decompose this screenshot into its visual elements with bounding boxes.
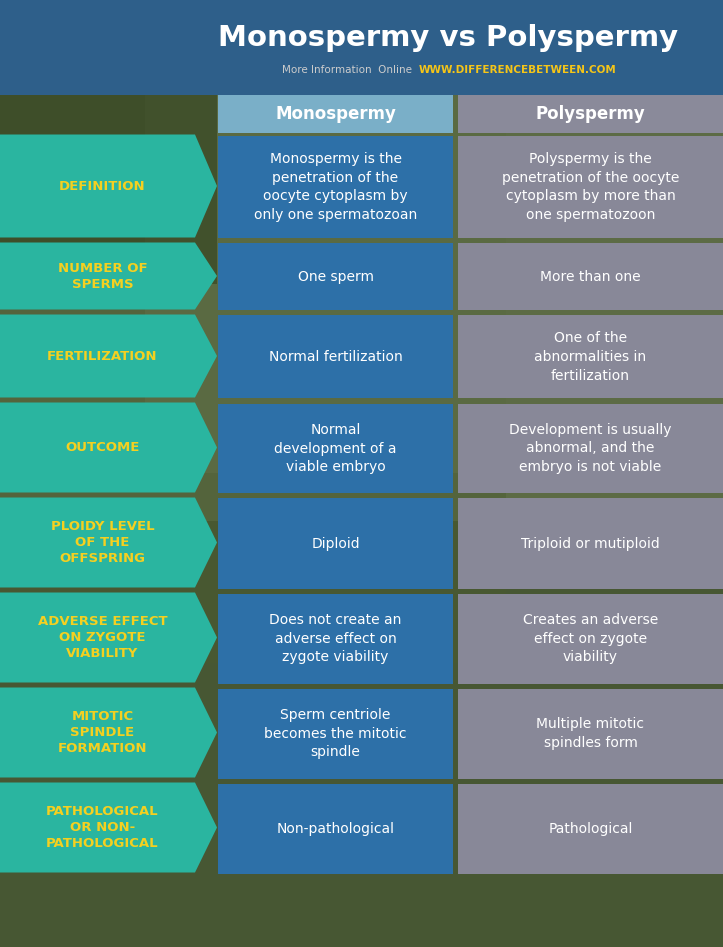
Text: MITOTIC
SPINDLE
FORMATION: MITOTIC SPINDLE FORMATION [58, 710, 147, 755]
FancyBboxPatch shape [0, 521, 723, 947]
FancyBboxPatch shape [458, 243, 723, 311]
FancyBboxPatch shape [0, 0, 506, 663]
Text: Pathological: Pathological [548, 821, 633, 835]
Text: Creates an adverse
effect on zygote
viability: Creates an adverse effect on zygote viab… [523, 613, 658, 665]
FancyBboxPatch shape [218, 95, 453, 133]
FancyBboxPatch shape [458, 315, 723, 399]
FancyBboxPatch shape [218, 135, 453, 239]
FancyBboxPatch shape [218, 403, 453, 493]
Text: One sperm: One sperm [297, 270, 374, 284]
FancyBboxPatch shape [218, 594, 453, 684]
FancyBboxPatch shape [145, 0, 506, 474]
FancyBboxPatch shape [458, 783, 723, 873]
Text: One of the
abnormalities in
fertilization: One of the abnormalities in fertilizatio… [534, 331, 646, 383]
Polygon shape [0, 402, 217, 492]
Text: Normal fertilization: Normal fertilization [269, 350, 403, 364]
FancyBboxPatch shape [0, 0, 217, 284]
Text: Multiple mitotic
spindles form: Multiple mitotic spindles form [536, 717, 644, 750]
Text: WWW.DIFFERENCEBETWEEN.COM: WWW.DIFFERENCEBETWEEN.COM [419, 65, 616, 75]
Text: NUMBER OF
SPERMS: NUMBER OF SPERMS [58, 261, 147, 291]
FancyBboxPatch shape [458, 498, 723, 588]
FancyBboxPatch shape [458, 594, 723, 684]
Text: Polyspermy is the
penetration of the oocyte
cytoplasm by more than
one spermatoz: Polyspermy is the penetration of the ooc… [502, 152, 679, 223]
FancyBboxPatch shape [458, 95, 723, 133]
Text: Monospermy: Monospermy [275, 105, 396, 123]
FancyBboxPatch shape [458, 135, 723, 239]
Text: More than one: More than one [540, 270, 641, 284]
FancyBboxPatch shape [218, 243, 453, 311]
Text: Does not create an
adverse effect on
zygote viability: Does not create an adverse effect on zyg… [269, 613, 402, 665]
Polygon shape [0, 782, 217, 872]
Text: More Information  Online: More Information Online [282, 65, 419, 75]
Text: DEFINITION: DEFINITION [59, 180, 146, 192]
Text: Monospermy vs Polyspermy: Monospermy vs Polyspermy [218, 24, 678, 52]
FancyBboxPatch shape [218, 783, 453, 873]
Text: Sperm centriole
becomes the mitotic
spindle: Sperm centriole becomes the mitotic spin… [264, 707, 407, 759]
Text: Development is usually
abnormal, and the
embryo is not viable: Development is usually abnormal, and the… [509, 422, 672, 474]
Text: ADVERSE EFFECT
ON ZYGOTE
VIABILITY: ADVERSE EFFECT ON ZYGOTE VIABILITY [38, 615, 167, 660]
Text: Monospermy is the
penetration of the
oocyte cytoplasm by
only one spermatozoan: Monospermy is the penetration of the ooc… [254, 152, 417, 223]
FancyBboxPatch shape [218, 498, 453, 588]
Text: Triploid or mutiploid: Triploid or mutiploid [521, 537, 660, 550]
FancyBboxPatch shape [458, 403, 723, 493]
FancyBboxPatch shape [458, 688, 723, 778]
FancyBboxPatch shape [218, 688, 453, 778]
Polygon shape [0, 134, 217, 238]
Text: OUTCOME: OUTCOME [65, 441, 140, 454]
Polygon shape [0, 314, 217, 398]
Text: FERTILIZATION: FERTILIZATION [47, 349, 158, 363]
Text: PLOIDY LEVEL
OF THE
OFFSPRING: PLOIDY LEVEL OF THE OFFSPRING [51, 520, 154, 565]
FancyBboxPatch shape [0, 0, 723, 95]
Text: Non-pathological: Non-pathological [276, 821, 395, 835]
Text: Polyspermy: Polyspermy [536, 105, 646, 123]
Text: Normal
development of a
viable embryo: Normal development of a viable embryo [274, 422, 397, 474]
Polygon shape [0, 497, 217, 587]
Polygon shape [0, 593, 217, 683]
Polygon shape [0, 688, 217, 777]
Polygon shape [0, 242, 217, 310]
Text: Diploid: Diploid [311, 537, 360, 550]
FancyBboxPatch shape [218, 315, 453, 399]
Text: PATHOLOGICAL
OR NON-
PATHOLOGICAL: PATHOLOGICAL OR NON- PATHOLOGICAL [46, 805, 159, 850]
